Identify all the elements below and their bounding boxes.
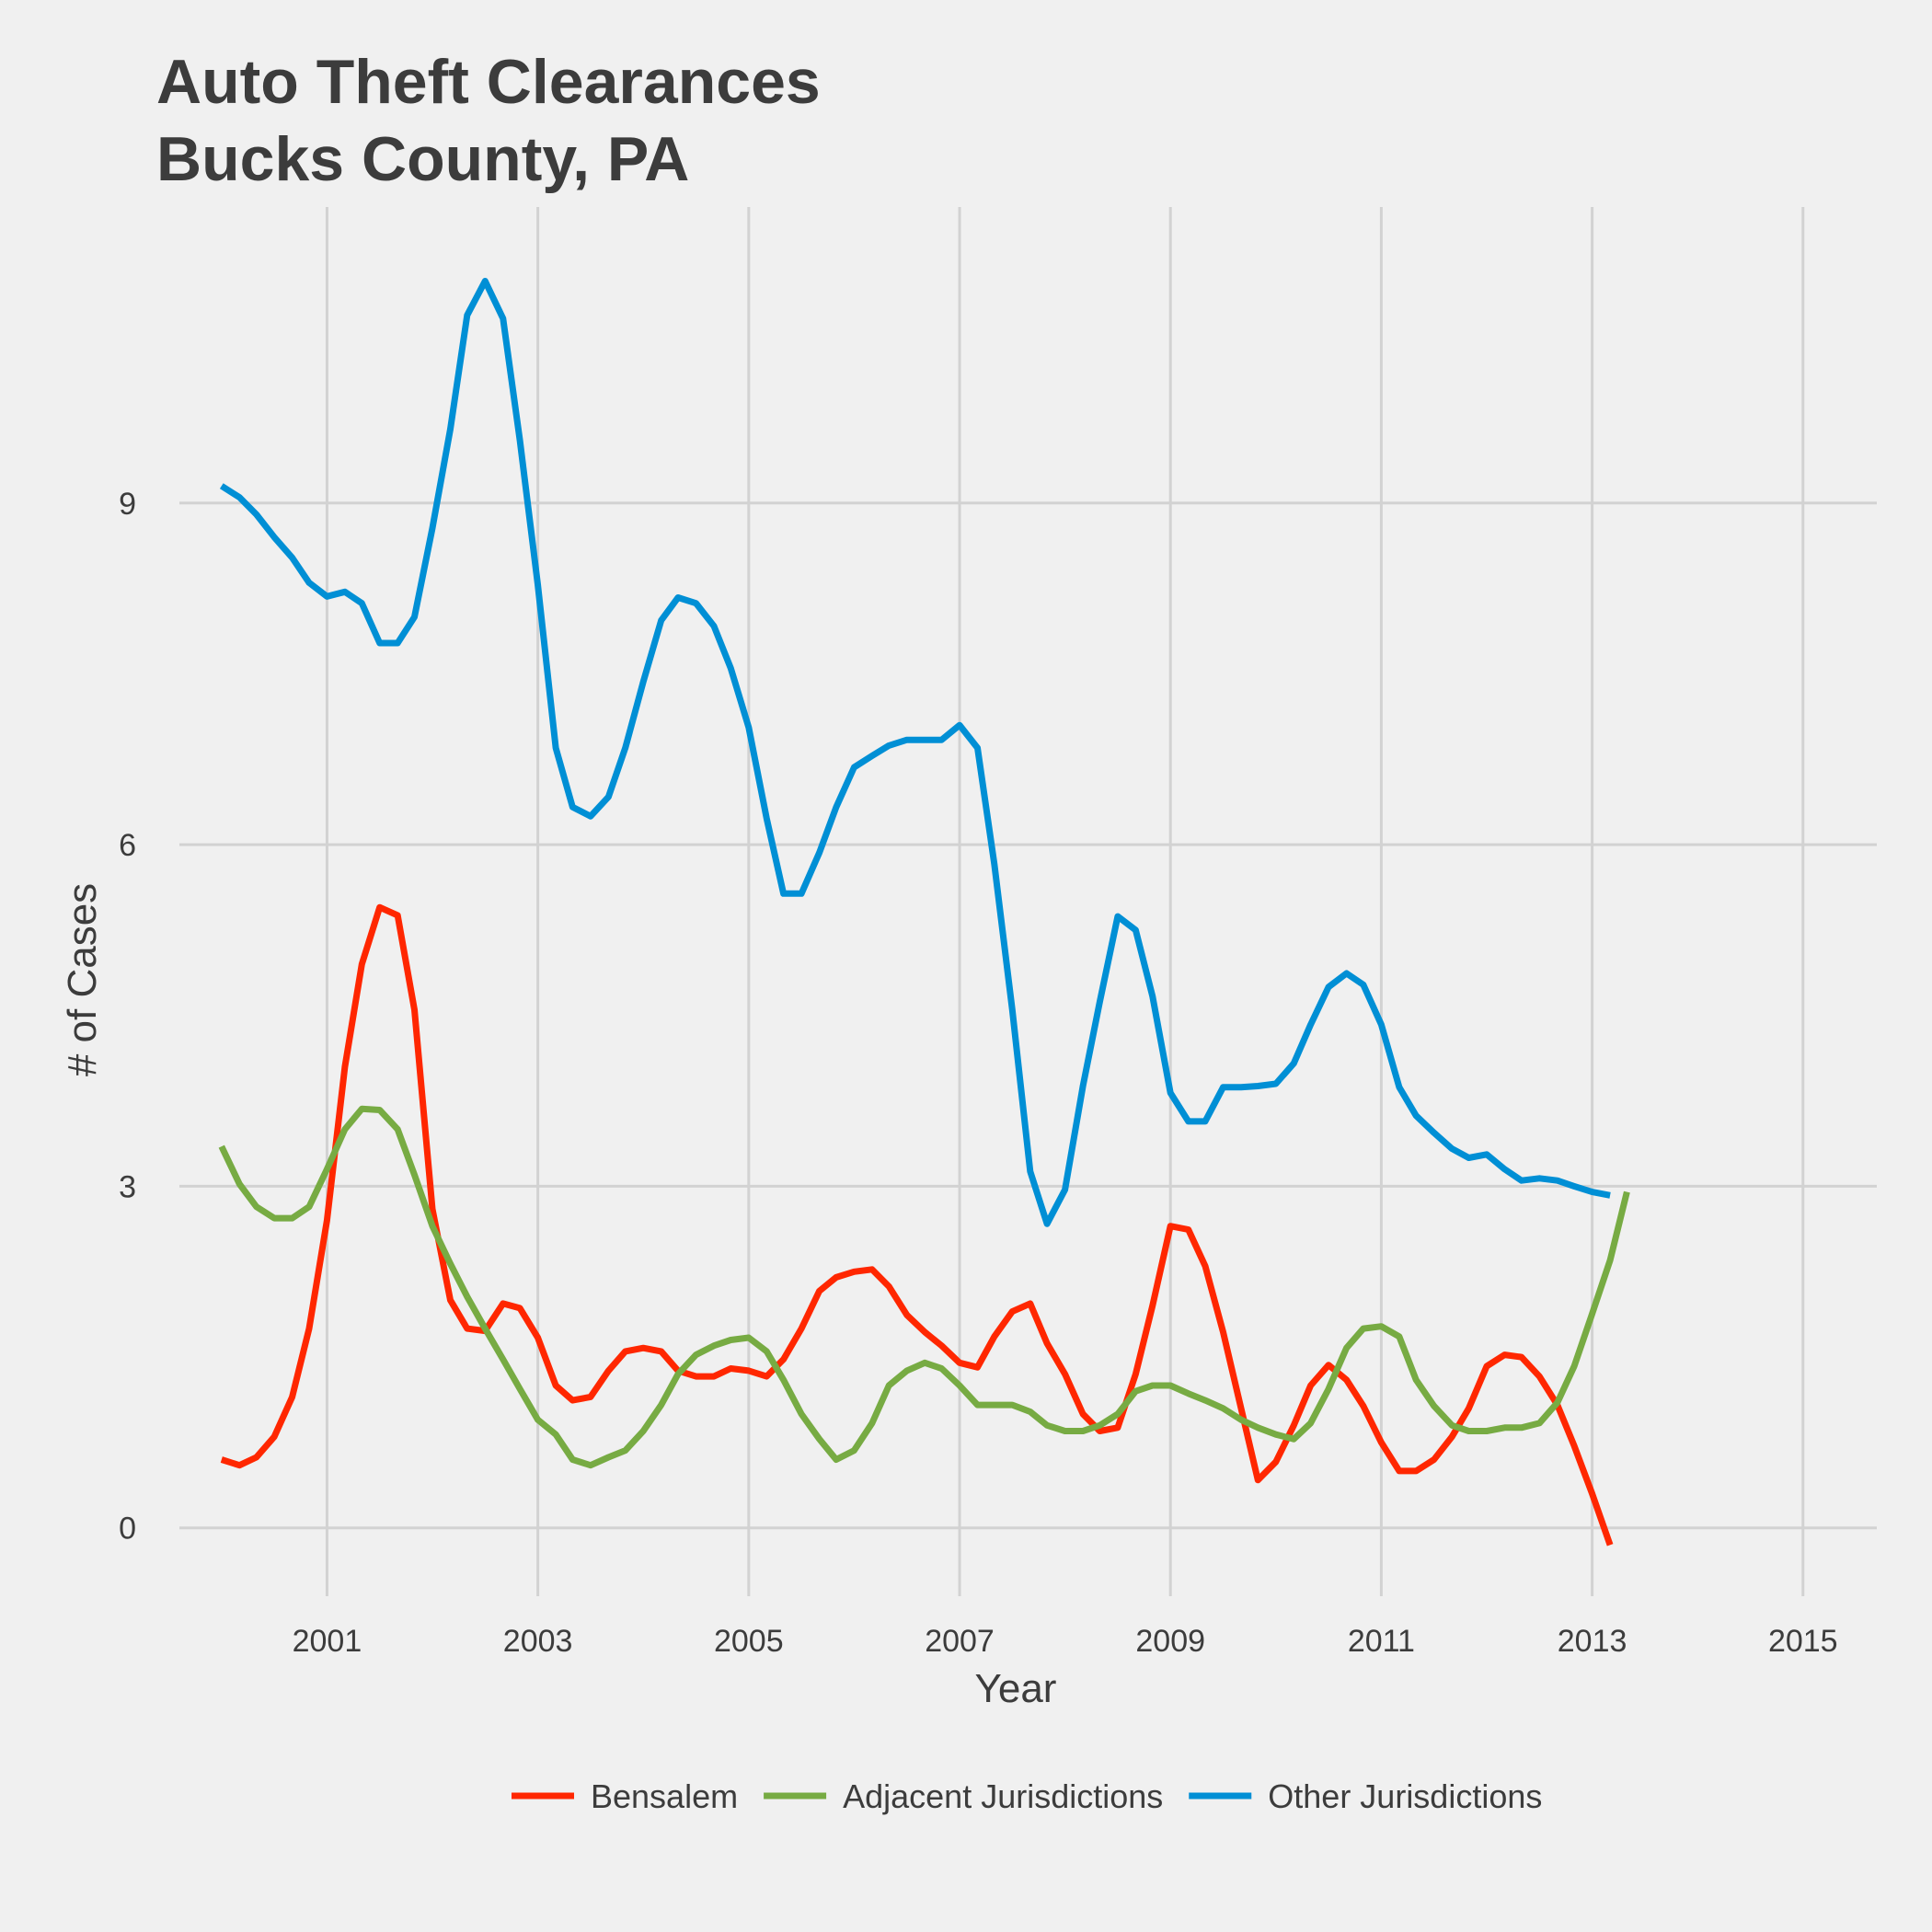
y-tick-label: 9 — [119, 487, 136, 522]
series-line-2 — [219, 278, 1611, 1227]
y-tick-label: 3 — [119, 1169, 136, 1204]
series-lines — [218, 278, 1630, 1547]
legend-label-0: Bensalem — [591, 1777, 738, 1815]
y-axis-title: # of Cases — [60, 883, 105, 1076]
x-axis-title: Year — [975, 1666, 1057, 1711]
legend: Bensalem Adjacent Jurisdictions Other Juri… — [512, 1777, 1542, 1815]
chart-title-line-1: Auto Theft Clearances — [156, 47, 821, 117]
y-tick-label: 0 — [119, 1512, 136, 1547]
chart-title-line-2: Bucks County, PA — [156, 124, 689, 194]
tick-labels: 2001 2003 2005 2007 2009 2011 2013 2015 0 3 6 9 — [119, 487, 1838, 1659]
x-tick-label: 2009 — [1135, 1624, 1205, 1659]
x-tick-label: 2015 — [1768, 1624, 1838, 1659]
x-tick-label: 2003 — [503, 1624, 573, 1659]
x-tick-label: 2011 — [1348, 1624, 1415, 1659]
x-tick-label: 2007 — [925, 1624, 995, 1659]
series-line-1 — [218, 1105, 1630, 1469]
legend-label-1: Adjacent Jurisdictions — [843, 1777, 1163, 1815]
series-line-0 — [220, 903, 1614, 1547]
grid — [179, 207, 1877, 1596]
x-tick-label: 2001 — [293, 1624, 362, 1659]
x-tick-label: 2005 — [714, 1624, 784, 1659]
y-tick-label: 6 — [119, 828, 136, 863]
x-tick-label: 2013 — [1558, 1624, 1627, 1659]
legend-label-2: Other Jurisdictions — [1268, 1777, 1542, 1815]
